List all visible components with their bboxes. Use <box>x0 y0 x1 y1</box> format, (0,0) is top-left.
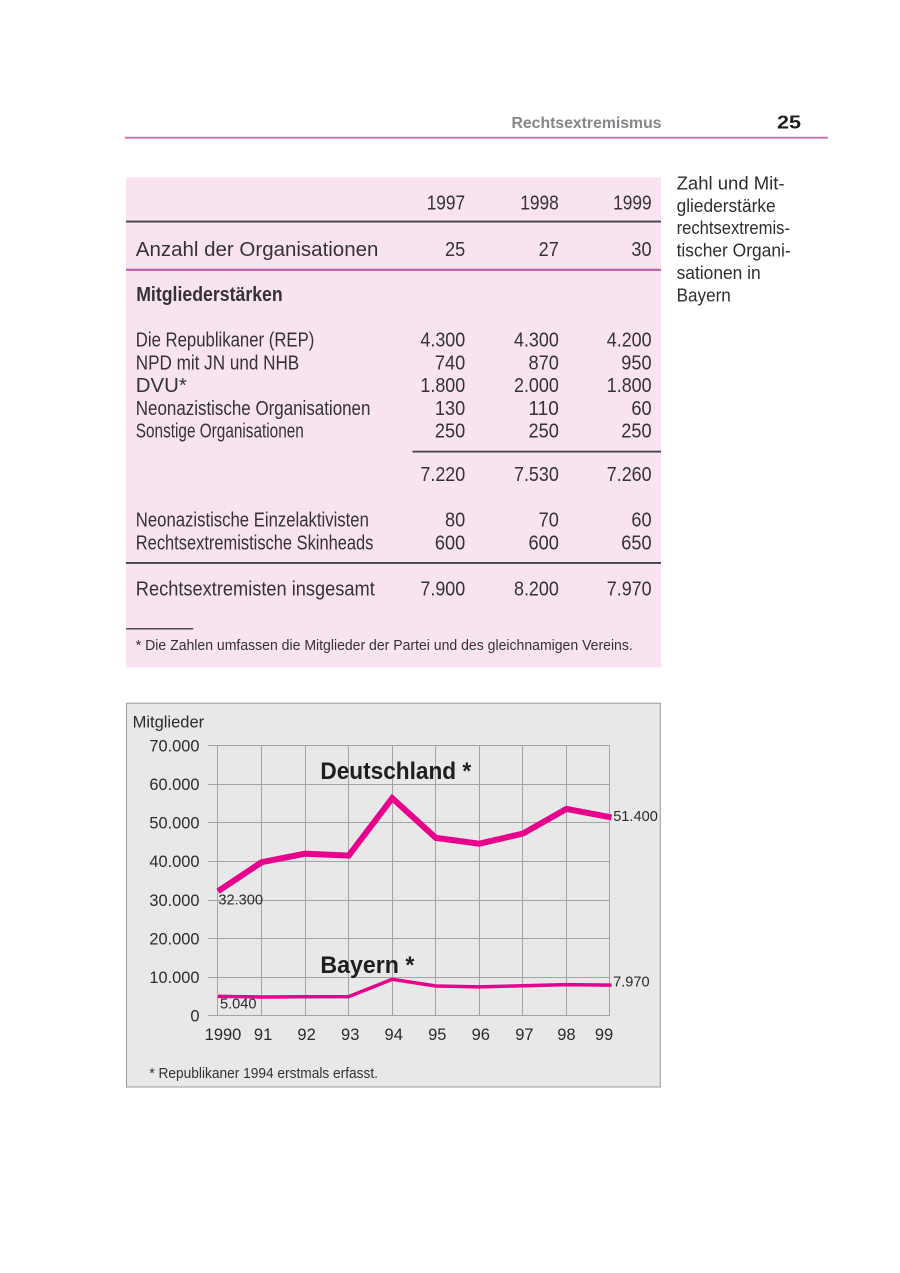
svg-text:94: 94 <box>385 1026 403 1044</box>
svg-text:250: 250 <box>435 421 465 443</box>
svg-text:30: 30 <box>631 239 651 261</box>
svg-text:51.400: 51.400 <box>613 809 658 825</box>
svg-text:rechtsextremis-: rechtsextremis- <box>677 217 790 238</box>
svg-text:1997: 1997 <box>427 193 466 215</box>
svg-text:20.000: 20.000 <box>149 930 199 948</box>
svg-text:27: 27 <box>539 239 559 261</box>
svg-text:4.300: 4.300 <box>420 330 465 352</box>
svg-text:2.000: 2.000 <box>514 375 559 397</box>
svg-text:7.970: 7.970 <box>613 975 650 991</box>
svg-text:DVU*: DVU* <box>136 375 187 397</box>
svg-text:4.200: 4.200 <box>607 330 652 352</box>
svg-text:60: 60 <box>631 510 651 532</box>
svg-text:91: 91 <box>254 1026 272 1044</box>
svg-text:Rechtsextremistische Skinheads: Rechtsextremistische Skinheads <box>136 532 374 554</box>
svg-text:7.530: 7.530 <box>514 464 559 486</box>
svg-text:8.200: 8.200 <box>514 579 559 601</box>
svg-text:60.000: 60.000 <box>149 776 199 794</box>
svg-text:93: 93 <box>341 1026 359 1044</box>
svg-text:870: 870 <box>529 352 559 374</box>
svg-text:Mitglieder: Mitglieder <box>133 714 205 732</box>
svg-text:60: 60 <box>631 398 651 420</box>
svg-text:10.000: 10.000 <box>149 969 199 987</box>
svg-text:1.800: 1.800 <box>420 375 465 397</box>
svg-text:Deutschland *: Deutschland * <box>320 758 471 785</box>
svg-text:99: 99 <box>595 1026 613 1044</box>
svg-text:25: 25 <box>777 112 801 132</box>
svg-text:96: 96 <box>472 1026 490 1044</box>
svg-text:40.000: 40.000 <box>149 853 199 871</box>
svg-text:50.000: 50.000 <box>149 815 199 833</box>
svg-text:4.300: 4.300 <box>514 330 559 352</box>
svg-text:Mitgliederstärken: Mitgliederstärken <box>136 284 283 306</box>
svg-text:600: 600 <box>435 532 465 554</box>
svg-text:Neonazistische Einzelaktiviste: Neonazistische Einzelaktivisten <box>136 510 369 532</box>
svg-text:Zahl und Mit-: Zahl und Mit- <box>677 173 785 194</box>
svg-text:Anzahl der Organisationen: Anzahl der Organisationen <box>136 239 379 261</box>
svg-text:70.000: 70.000 <box>149 737 199 755</box>
svg-text:Die Republikaner (REP): Die Republikaner (REP) <box>136 330 314 352</box>
svg-text:950: 950 <box>621 352 651 374</box>
svg-text:740: 740 <box>435 352 465 374</box>
svg-text:* Republikaner 1994 erstmals e: * Republikaner 1994 erstmals erfasst. <box>149 1065 378 1082</box>
svg-text:Rechtsextremismus: Rechtsextremismus <box>512 115 662 132</box>
svg-text:Bayern *: Bayern * <box>320 952 415 979</box>
svg-text:80: 80 <box>445 510 465 532</box>
svg-text:97: 97 <box>515 1026 533 1044</box>
svg-text:600: 600 <box>529 532 559 554</box>
svg-text:Rechtsextremisten insgesamt: Rechtsextremisten insgesamt <box>136 579 375 601</box>
svg-text:7.900: 7.900 <box>420 579 465 601</box>
svg-text:30.000: 30.000 <box>149 892 199 910</box>
svg-text:98: 98 <box>557 1026 575 1044</box>
svg-text:1990: 1990 <box>205 1026 242 1044</box>
svg-text:95: 95 <box>428 1026 446 1044</box>
svg-text:* Die Zahlen umfassen die Mitg: * Die Zahlen umfassen die Mitglieder der… <box>136 637 633 654</box>
svg-text:tischer Organi-: tischer Organi- <box>677 240 791 261</box>
svg-text:250: 250 <box>529 421 559 443</box>
svg-text:sationen in: sationen in <box>677 262 761 283</box>
svg-text:7.260: 7.260 <box>607 464 652 486</box>
svg-text:32.300: 32.300 <box>218 893 263 909</box>
svg-text:gliederstärke: gliederstärke <box>677 195 776 216</box>
svg-text:5.040: 5.040 <box>220 997 257 1013</box>
svg-text:Bayern: Bayern <box>677 284 731 305</box>
svg-text:25: 25 <box>445 239 465 261</box>
svg-text:650: 650 <box>621 532 651 554</box>
svg-text:70: 70 <box>539 510 559 532</box>
svg-text:NPD mit JN und NHB: NPD mit JN und NHB <box>136 352 299 374</box>
svg-text:130: 130 <box>435 398 465 420</box>
svg-text:Sonstige Organisationen: Sonstige Organisationen <box>136 421 304 443</box>
svg-text:7.970: 7.970 <box>607 579 652 601</box>
svg-text:0: 0 <box>190 1008 199 1026</box>
svg-text:1.800: 1.800 <box>607 375 652 397</box>
svg-text:92: 92 <box>297 1026 315 1044</box>
svg-text:110: 110 <box>529 398 559 420</box>
svg-text:1999: 1999 <box>613 193 652 215</box>
svg-text:1998: 1998 <box>520 193 559 215</box>
svg-text:250: 250 <box>621 421 651 443</box>
svg-text:7.220: 7.220 <box>420 464 465 486</box>
svg-text:Neonazistische Organisationen: Neonazistische Organisationen <box>136 398 371 420</box>
